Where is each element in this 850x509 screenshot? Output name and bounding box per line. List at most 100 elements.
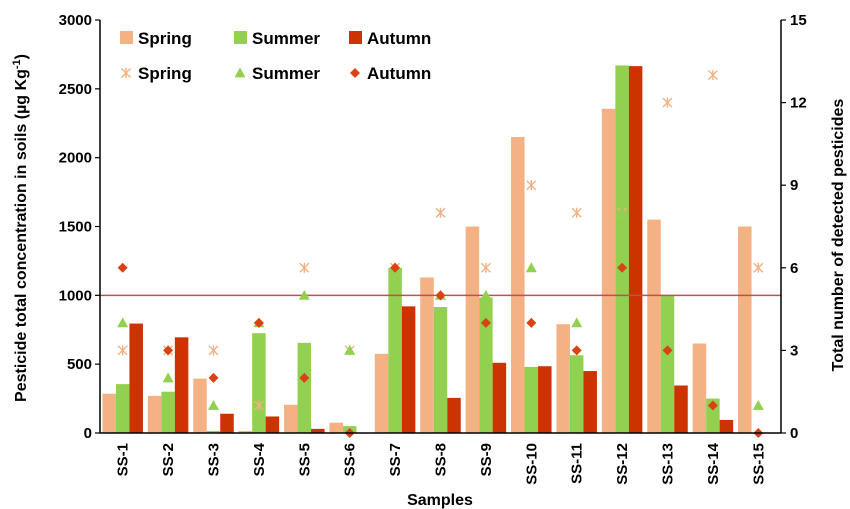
legend-label-bar-autumn: Autumn — [367, 29, 431, 48]
x-tick-label: SS-3 — [206, 443, 223, 476]
y2-tick-label: 0 — [790, 425, 798, 442]
legend-label-marker-spring: Spring — [138, 64, 192, 83]
marker-summer-ss-9 — [480, 289, 492, 300]
bar-autumn-ss-7 — [401, 306, 416, 433]
y-axis-title-superscript: -1 — [11, 59, 23, 69]
bar-autumn-ss-2 — [174, 337, 189, 433]
legend-label-bar-summer: Summer — [252, 29, 320, 48]
y2-tick-label: 12 — [790, 95, 807, 112]
bar-autumn-ss-13 — [674, 385, 688, 433]
x-tick-label: SS-14 — [705, 442, 722, 484]
legend-marker-spring — [121, 68, 131, 78]
x-tick-label: SS-10 — [523, 443, 540, 485]
y2-tick-label: 6 — [790, 260, 798, 277]
legend-label-marker-summer: Summer — [252, 64, 320, 83]
bar-spring-ss-14 — [692, 343, 707, 433]
legend-marker-autumn — [350, 68, 360, 78]
bar-summer-ss-13 — [660, 295, 675, 433]
bar-autumn-ss-8 — [447, 397, 461, 433]
marker-spring-ss-13 — [662, 97, 673, 108]
marker-summer-ss-12 — [616, 207, 628, 218]
marker-spring-ss-14 — [707, 70, 718, 81]
x-tick-label: SS-8 — [433, 443, 450, 476]
marker-autumn-ss-8 — [435, 290, 446, 301]
y-tick-label: 0 — [84, 425, 92, 442]
marker-autumn-ss-13 — [662, 345, 673, 356]
bar-spring-ss-3 — [193, 378, 207, 433]
bar-summer-ss-3 — [206, 430, 221, 433]
marker-spring-ss-5 — [299, 262, 310, 273]
markers-layer — [117, 70, 764, 438]
x-axis-title: Samples — [407, 492, 473, 509]
axes-layer: 0 500 1000 1500 2000 2500 3000 0 3 6 9 12 15 SS-1 SS-2… — [59, 12, 807, 485]
bar-summer-ss-2 — [161, 391, 175, 433]
marker-autumn-ss-11 — [571, 345, 582, 356]
marker-spring-ss-9 — [480, 262, 491, 273]
x-tick-label: SS-5 — [296, 443, 313, 476]
marker-spring-ss-3 — [208, 345, 219, 356]
y-axis-title-main: Pesticide total concentration in soils (… — [13, 69, 30, 402]
bar-spring-ss-5 — [284, 404, 298, 433]
marker-summer-ss-1 — [117, 317, 129, 328]
bar-spring-ss-1 — [102, 393, 116, 433]
x-tick-label: SS-11 — [569, 443, 586, 484]
bar-summer-ss-1 — [115, 384, 130, 433]
bar-spring-ss-2 — [147, 395, 162, 433]
marker-autumn-ss-14 — [707, 400, 718, 411]
legend-swatch-summer — [234, 31, 247, 44]
marker-summer-ss-2 — [162, 372, 174, 383]
x-tick-label: SS-13 — [660, 443, 677, 485]
marker-autumn-ss-4 — [253, 317, 264, 328]
bar-spring-ss-11 — [556, 324, 570, 433]
bar-summer-ss-5 — [297, 342, 312, 433]
bar-spring-ss-9 — [465, 226, 480, 433]
bar-spring-ss-13 — [647, 219, 661, 433]
bar-spring-ss-12 — [601, 108, 616, 433]
legend-swatch-spring — [120, 31, 133, 44]
legend-label-bar-spring: Spring — [138, 29, 192, 48]
y-tick-label: 2500 — [59, 81, 92, 98]
legend-marker-summer — [234, 67, 246, 78]
x-tick-label: SS-1 — [115, 443, 132, 476]
x-tick-label: SS-12 — [614, 443, 631, 485]
marker-spring-ss-10 — [526, 180, 537, 191]
marker-spring-ss-1 — [117, 345, 128, 356]
bar-spring-ss-7 — [374, 353, 389, 433]
y2-tick-label: 3 — [790, 342, 798, 359]
marker-autumn-ss-2 — [163, 345, 174, 356]
y-axis-title-end: ) — [13, 54, 30, 59]
x-tick-label: SS-15 — [750, 443, 767, 485]
bar-autumn-ss-9 — [492, 362, 507, 433]
x-tick-label: SS-7 — [387, 443, 404, 476]
bar-summer-ss-4 — [252, 333, 266, 433]
y-tick-label: 2000 — [59, 150, 92, 167]
marker-autumn-ss-3 — [208, 372, 219, 383]
bar-spring-ss-10 — [511, 137, 525, 433]
bar-summer-ss-8 — [433, 307, 448, 433]
legend: Spring Summer Autumn Spring Summer Autumn — [120, 29, 431, 83]
y-tick-label: 3000 — [59, 12, 92, 29]
marker-spring-ss-4 — [253, 400, 264, 411]
y-tick-label: 500 — [67, 356, 92, 373]
y2-tick-label: 15 — [790, 12, 807, 29]
marker-summer-ss-10 — [525, 262, 537, 273]
bar-spring-ss-4 — [238, 430, 253, 433]
bar-autumn-ss-10 — [538, 366, 552, 433]
marker-autumn-ss-12 — [617, 262, 628, 273]
bar-autumn-ss-11 — [583, 371, 597, 433]
bar-autumn-ss-5 — [311, 428, 325, 433]
marker-autumn-ss-10 — [526, 317, 537, 328]
x-tick-label: SS-9 — [478, 443, 495, 476]
bar-autumn-ss-4 — [265, 416, 280, 433]
y-tick-label: 1500 — [59, 219, 92, 236]
legend-label-marker-autumn: Autumn — [367, 64, 431, 83]
bar-autumn-ss-14 — [719, 419, 734, 433]
bar-autumn-ss-3 — [220, 413, 234, 433]
marker-spring-ss-11 — [571, 207, 582, 218]
bar-spring-ss-15 — [738, 226, 752, 433]
marker-summer-ss-11 — [571, 317, 583, 328]
y-tick-label: 1000 — [59, 287, 92, 304]
marker-spring-ss-8 — [435, 207, 446, 218]
y2-axis-title: Total number of detected pesticides — [830, 99, 847, 372]
marker-spring-ss-15 — [753, 262, 764, 273]
